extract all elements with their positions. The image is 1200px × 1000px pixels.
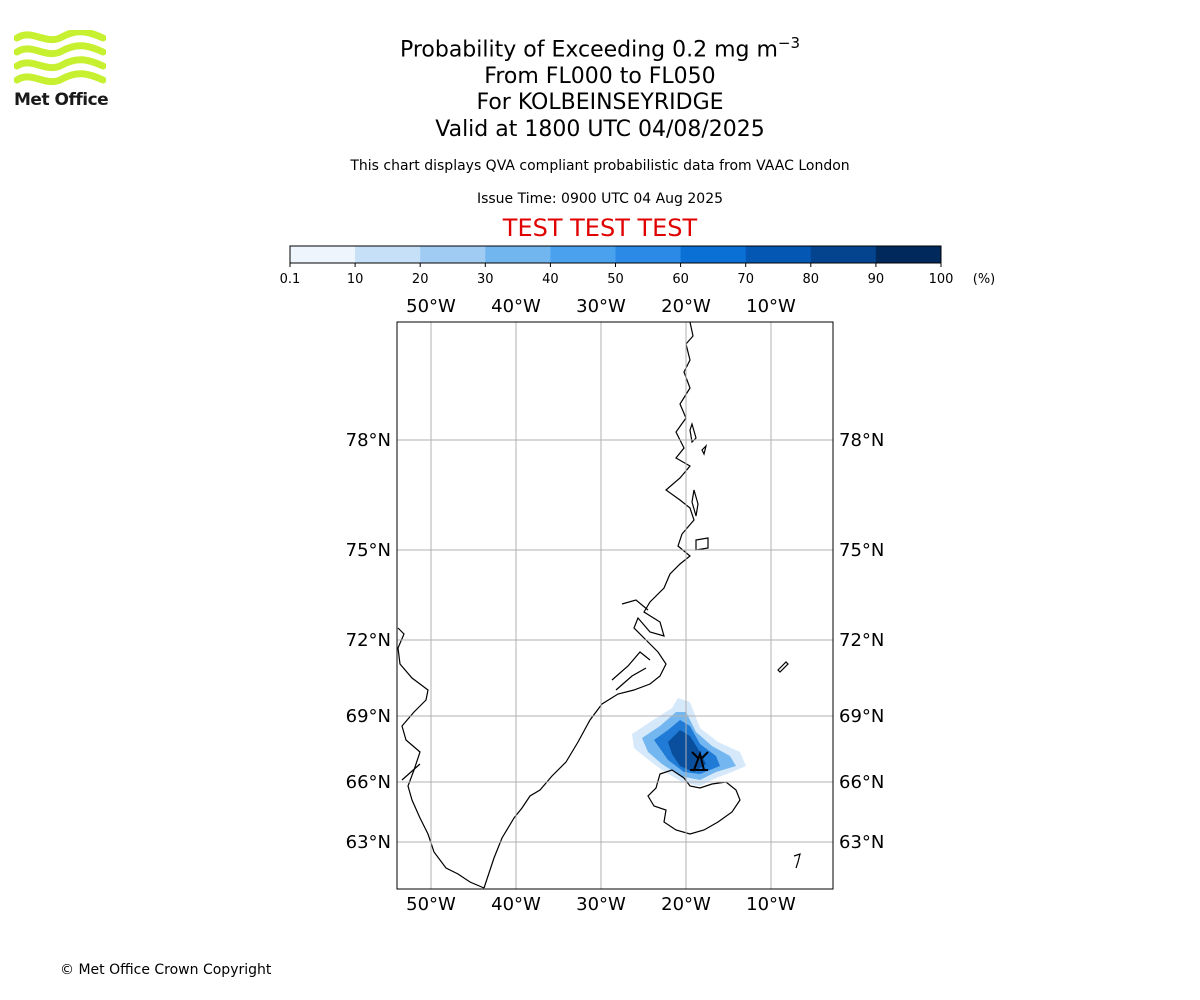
colorbar-tick-label: 0.1 (280, 272, 301, 287)
flight-level-range: From FL000 to FL050 (484, 64, 716, 89)
test-banner: TEST TEST TEST (502, 214, 698, 242)
lon-label-top: 10°W (746, 296, 796, 317)
volcano-icon (690, 750, 709, 771)
valid-time: Valid at 1800 UTC 04/08/2025 (435, 117, 765, 142)
lat-label-left: 69°N (346, 706, 391, 727)
lat-label-left: 75°N (346, 540, 391, 561)
lat-label-right: 63°N (839, 832, 884, 853)
lon-label-top: 40°W (491, 296, 541, 317)
colorbar-tick-label: 40 (542, 272, 559, 287)
east-island-1 (689, 421, 697, 444)
colorbar-cell (745, 246, 812, 263)
lat-label-right: 72°N (839, 630, 884, 651)
lat-labels-left: 78°N 75°N 72°N 69°N 66°N 63°N (346, 430, 391, 853)
colorbar-cells (290, 246, 942, 263)
colorbar-tick-label: 10 (347, 272, 364, 287)
colorbar-tick-label: 60 (672, 272, 689, 287)
gridlines (397, 322, 833, 889)
colorbar-tick-label: 70 (737, 272, 754, 287)
east-island-4 (695, 537, 709, 551)
issue-time: Issue Time: 0900 UTC 04 Aug 2025 (476, 191, 724, 207)
chart-title: Probability of Exceeding 0.2 mg m−3 (0, 30, 1200, 63)
colorbar-unit: (%) (973, 272, 996, 287)
lon-labels-top: 50°W 40°W 30°W 20°W 10°W (406, 296, 796, 317)
met-office-logo: Met Office (13, 28, 109, 112)
colorbar-cell (550, 246, 616, 263)
colorbar-tick-label: 100 (929, 272, 954, 287)
lat-label-right: 78°N (839, 430, 884, 451)
fjord-3 (615, 667, 647, 691)
lat-label-left: 78°N (346, 430, 391, 451)
colorbar-tick-label: 80 (803, 272, 820, 287)
colorbar-tick-label: 50 (607, 272, 624, 287)
ash-probability-plume (632, 698, 746, 786)
copyright: © Met Office Crown Copyright (60, 962, 272, 978)
lat-label-right: 69°N (839, 706, 884, 727)
greenland-south-coast (397, 627, 485, 889)
colorbar-cell (875, 246, 942, 263)
colorbar-cell (355, 246, 421, 263)
greenland-west-fjord (401, 763, 421, 781)
colorbar-cell (810, 246, 877, 263)
chart-title-sup: −3 (777, 34, 801, 52)
lon-label-top: 50°W (406, 296, 456, 317)
jan-mayen (777, 661, 789, 673)
coastlines (397, 321, 801, 889)
lon-labels-bottom: 50°W 40°W 30°W 20°W 10°W (406, 894, 796, 915)
lat-label-left: 72°N (346, 630, 391, 651)
lon-label-bottom: 50°W (406, 894, 456, 915)
colorbar-tick-label: 20 (412, 272, 429, 287)
lat-label-left: 63°N (346, 832, 391, 853)
colorbar-cell (485, 246, 551, 263)
lon-label-bottom: 30°W (576, 894, 626, 915)
faroe-islands (793, 853, 801, 869)
east-island-2 (701, 444, 708, 456)
met-office-waves-icon (13, 28, 107, 86)
map: 50°W 40°W 30°W 20°W 10°W 50°W 40°W 30°W … (346, 296, 885, 915)
chart-title-main: Probability of Exceeding 0.2 mg m (399, 37, 778, 63)
colorbar-cell (615, 246, 682, 263)
lon-label-bottom: 20°W (661, 894, 711, 915)
volcano-name: For KOLBEINSEYRIDGE (476, 90, 724, 115)
map-frame (396, 321, 834, 890)
east-island-3 (691, 489, 699, 517)
fjord-1 (621, 599, 649, 611)
colorbar-tick-label: 30 (477, 272, 494, 287)
colorbar-cell (680, 246, 747, 263)
lat-label-right: 66°N (839, 772, 884, 793)
colorbar-cell (290, 246, 356, 263)
lon-label-top: 30°W (576, 296, 626, 317)
logo-text: Met Office (14, 90, 109, 110)
lat-label-right: 75°N (839, 540, 884, 561)
lon-label-top: 20°W (661, 296, 711, 317)
greenland-east-coast (483, 321, 695, 889)
lat-label-left: 66°N (346, 772, 391, 793)
colorbar: 0.1 10 20 30 40 50 60 70 80 90 100 (%) (280, 245, 996, 287)
lon-label-bottom: 40°W (491, 894, 541, 915)
colorbar-ticks: 0.1 10 20 30 40 50 60 70 80 90 100 (280, 263, 954, 287)
chart-subtitle: This chart displays QVA compliant probab… (350, 158, 850, 174)
iceland (647, 769, 741, 835)
fjord-2 (611, 651, 651, 681)
lon-label-bottom: 10°W (746, 894, 796, 915)
colorbar-tick-label: 90 (868, 272, 885, 287)
lat-labels-right: 78°N 75°N 72°N 69°N 66°N 63°N (839, 430, 884, 853)
colorbar-cell (420, 246, 486, 263)
